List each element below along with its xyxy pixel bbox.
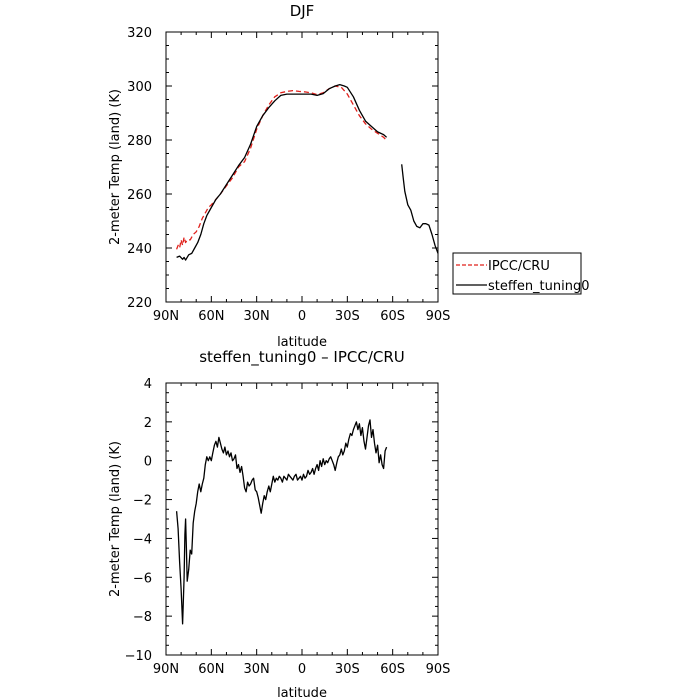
bottom-x-tick-label: 90S bbox=[426, 662, 451, 677]
bottom-x-axis-label: latitude bbox=[277, 686, 327, 700]
bottom-chart-title: steffen_tuning0 – IPCC/CRU bbox=[199, 348, 405, 367]
bottom-plot-area bbox=[175, 419, 388, 625]
bottom-plot-frame bbox=[165, 382, 439, 656]
top-chart-title: DJF bbox=[290, 2, 315, 20]
top-plot-area bbox=[175, 83, 439, 261]
bottom-y-tick-label: −10 bbox=[125, 649, 152, 664]
bottom-x-tick-label: 90N bbox=[153, 662, 179, 677]
bottom-y-tick-label: −2 bbox=[133, 494, 152, 509]
top-x-tick-label: 60S bbox=[380, 309, 405, 324]
top-x-tick-label: 90S bbox=[426, 309, 451, 324]
bottom-x-tick-label: 60S bbox=[380, 662, 405, 677]
bottom-panel: steffen_tuning0 – IPCC/CRU latitude 2-me… bbox=[108, 348, 450, 700]
top-y-tick-label: 300 bbox=[127, 80, 152, 95]
bottom-x-tick-label: 30S bbox=[335, 662, 360, 677]
bottom-y-tick-label: 4 bbox=[144, 377, 152, 392]
top-plot-frame bbox=[165, 31, 439, 303]
top-y-axis-label: 2-meter Temp (land) (K) bbox=[108, 89, 123, 245]
top-axis-ticks: 90N 60N 30N 0 30S 60S 90S 220 240 260 280 300 320 bbox=[127, 26, 450, 324]
bottom-y-tick-label: 0 bbox=[144, 455, 152, 470]
bottom-axis-ticks: 90N 60N 30N 0 30S 60S 90S −10 −8 −6 −4 −2 0 2 4 bbox=[125, 377, 451, 677]
legend-label-ipcc-cru: IPCC/CRU bbox=[488, 259, 550, 274]
bottom-y-axis-label: 2-meter Temp (land) (K) bbox=[108, 441, 123, 597]
top-y-tick-label: 280 bbox=[127, 134, 152, 149]
top-x-tick-label: 90N bbox=[153, 309, 179, 324]
top-x-tick-label: 30S bbox=[335, 309, 360, 324]
legend-label-steffen-tuning0: steffen_tuning0 bbox=[488, 279, 590, 294]
legend: IPCC/CRU steffen_tuning0 bbox=[452, 252, 590, 295]
bottom-series-line-difference bbox=[175, 419, 388, 625]
top-x-tick-label: 0 bbox=[298, 309, 306, 324]
bottom-x-tick-label: 60N bbox=[198, 662, 224, 677]
top-y-tick-label: 320 bbox=[127, 26, 152, 41]
bottom-y-tick-label: −4 bbox=[133, 532, 152, 547]
top-x-axis-label: latitude bbox=[277, 335, 327, 350]
bottom-y-tick-label: 2 bbox=[144, 416, 152, 431]
bottom-y-tick-label: −6 bbox=[133, 571, 152, 586]
top-x-tick-label: 30N bbox=[244, 309, 270, 324]
top-y-tick-label: 260 bbox=[127, 188, 152, 203]
top-x-tick-label: 60N bbox=[198, 309, 224, 324]
top-series-line-steffen-tuning0 bbox=[176, 83, 439, 261]
top-y-tick-label: 220 bbox=[127, 296, 152, 311]
legend-box bbox=[452, 252, 582, 295]
top-y-tick-label: 240 bbox=[127, 242, 152, 257]
bottom-x-tick-label: 30N bbox=[244, 662, 270, 677]
bottom-y-tick-label: −8 bbox=[133, 610, 152, 625]
top-series-line-ipcc-cru bbox=[175, 85, 388, 250]
bottom-x-tick-label: 0 bbox=[298, 662, 306, 677]
top-panel: DJF latitude 2-meter Temp (land) (K) 90N… bbox=[108, 2, 590, 350]
